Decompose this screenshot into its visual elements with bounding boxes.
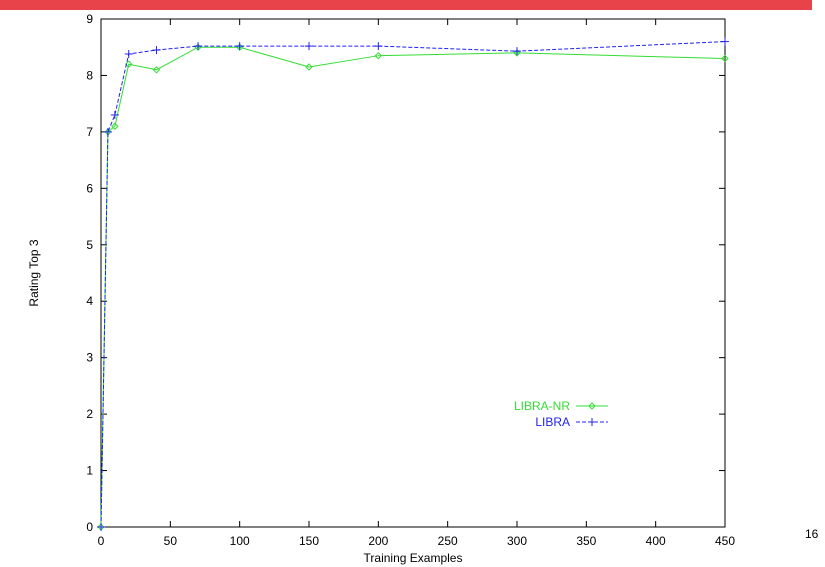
y-tick-label: 7	[86, 125, 93, 139]
y-tick-label: 6	[86, 181, 93, 195]
data-point	[152, 66, 161, 74]
x-tick-label: 0	[98, 534, 105, 548]
y-tick-label: 9	[86, 12, 93, 26]
x-tick-label: 350	[576, 534, 596, 548]
header-accent-bar	[0, 0, 812, 10]
data-point	[721, 54, 729, 63]
plot-frame	[100, 18, 726, 528]
data-point	[194, 42, 203, 51]
page-number: 16	[805, 527, 819, 541]
data-point	[103, 127, 112, 136]
data-point	[235, 42, 244, 51]
data-point	[97, 523, 105, 531]
series-line	[100, 41, 726, 528]
legend: LIBRA-NR LIBRA	[514, 399, 608, 429]
data-point	[305, 42, 313, 51]
series-layer	[97, 37, 729, 531]
legend-marker	[588, 402, 596, 410]
data-point	[721, 37, 729, 46]
data-point	[305, 63, 313, 71]
series-line	[100, 46, 726, 528]
x-tick-label: 50	[164, 534, 178, 548]
x-axis: 0 50 100 150 200 250 300 350 400 450	[98, 19, 735, 548]
x-tick-label: 200	[368, 534, 388, 548]
data-point	[124, 49, 133, 58]
x-tick-label: 250	[438, 534, 458, 548]
y-tick-label: 3	[86, 351, 93, 365]
data-point	[152, 46, 161, 55]
data-point	[111, 122, 119, 130]
y-tick-label: 4	[86, 294, 93, 308]
legend-marker	[588, 418, 596, 426]
data-point	[125, 60, 133, 68]
x-tick-label: 450	[715, 534, 735, 548]
data-point	[513, 49, 521, 57]
x-axis-title: Training Examples	[364, 551, 463, 565]
series-libra-nr	[97, 43, 729, 531]
series-libra	[97, 37, 729, 531]
y-tick-label: 1	[86, 464, 93, 478]
legend-label: LIBRA	[535, 415, 570, 429]
data-point	[110, 110, 119, 119]
data-point	[374, 51, 383, 60]
y-tick-label: 2	[86, 407, 93, 421]
data-point	[374, 42, 383, 51]
y-tick-label: 8	[86, 68, 93, 82]
x-tick-label: 150	[299, 534, 319, 548]
x-tick-label: 300	[507, 534, 527, 548]
x-tick-label: 100	[230, 534, 250, 548]
y-axis-title: Rating Top 3	[27, 239, 41, 306]
x-tick-label: 400	[646, 534, 666, 548]
y-tick-label: 5	[86, 238, 93, 252]
legend-label: LIBRA-NR	[514, 399, 570, 413]
y-tick-label: 0	[86, 520, 93, 534]
data-point	[513, 47, 521, 56]
y-axis: 0 1 2 3 4 5 6 7 8 9	[86, 12, 725, 534]
